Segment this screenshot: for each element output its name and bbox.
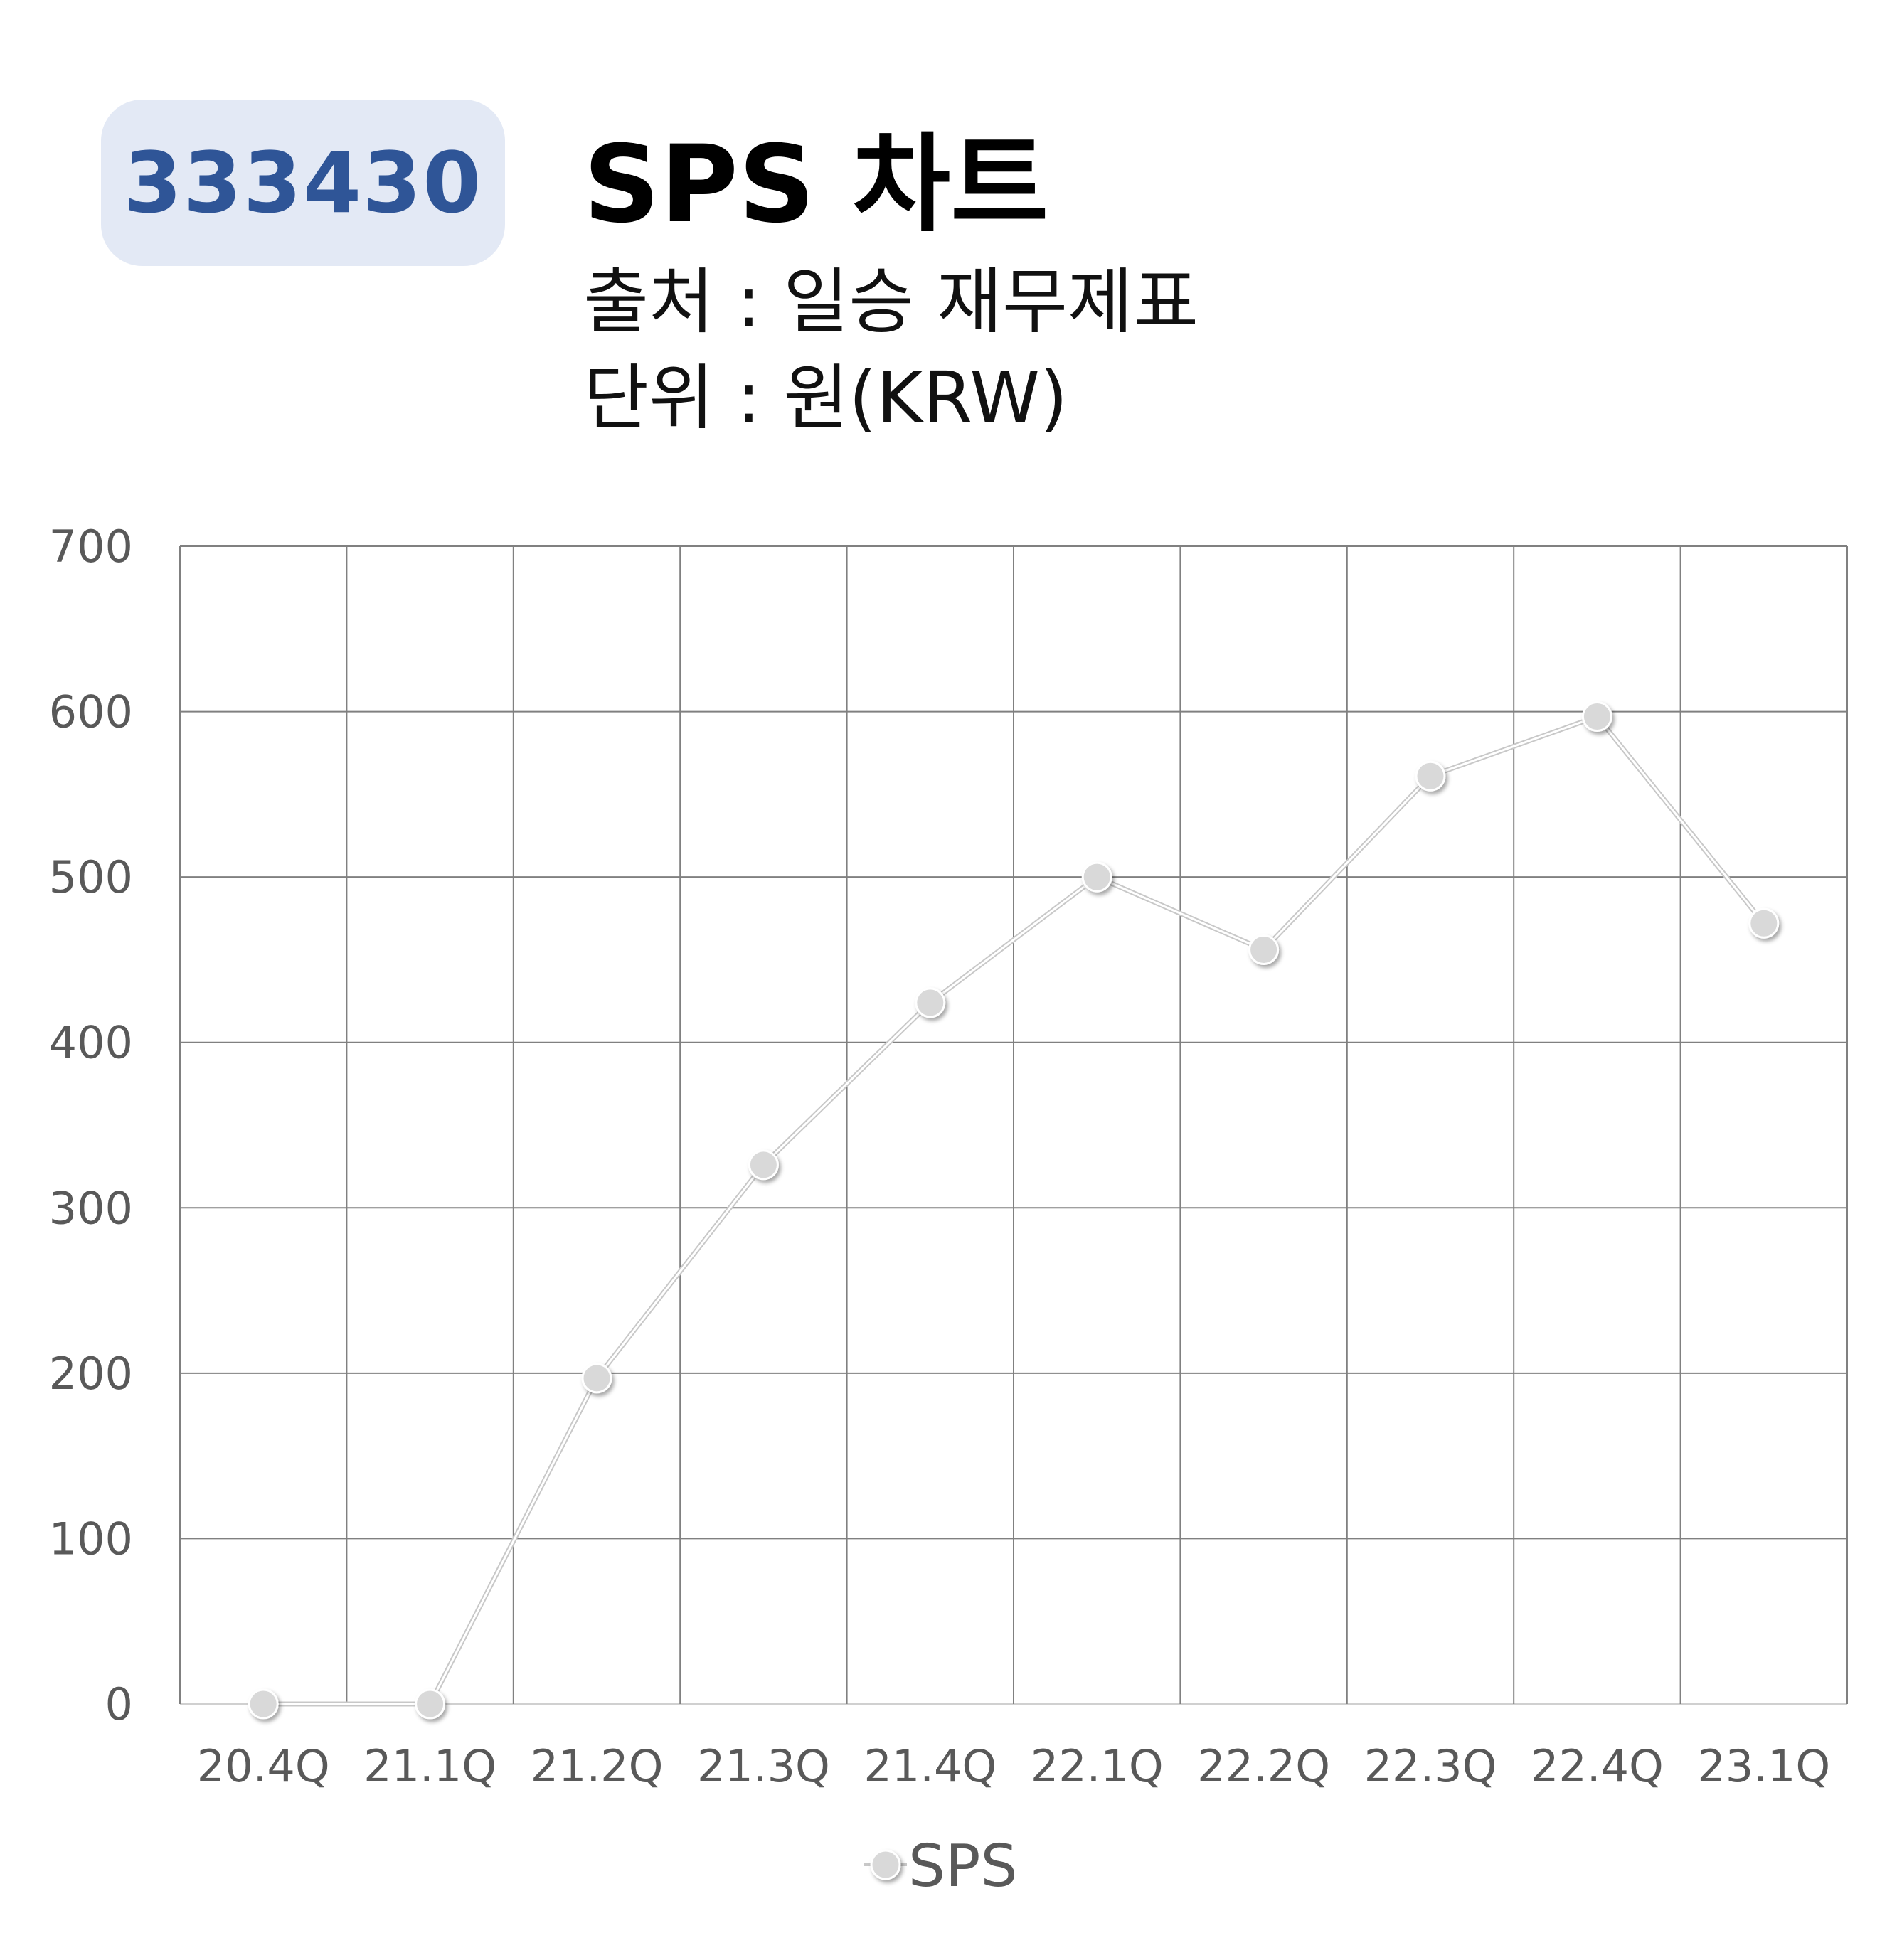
data-point (581, 1363, 612, 1394)
x-tick-label: 21.1Q (363, 1740, 496, 1792)
y-tick-label: 500 (49, 851, 133, 903)
x-tick-label: 21.3Q (697, 1740, 830, 1792)
data-point (1748, 907, 1780, 939)
y-tick-label: 200 (49, 1348, 133, 1400)
x-tick-label: 22.4Q (1531, 1740, 1664, 1792)
data-point (915, 987, 946, 1018)
x-tick-label: 21.4Q (864, 1740, 997, 1792)
data-point (415, 1688, 446, 1720)
y-tick-label: 300 (49, 1182, 133, 1234)
x-axis-tick-labels: 20.4Q 21.1Q 21.2Q 21.3Q 21.4Q 22.1Q 22.2Q 22.3Q… (197, 1740, 1830, 1792)
y-tick-label: 700 (49, 521, 133, 572)
stock-code-badge: 333430 (101, 100, 505, 266)
y-tick-label: 0 (105, 1678, 133, 1730)
data-point (748, 1149, 779, 1181)
legend-marker (870, 1849, 901, 1880)
data-point (1415, 760, 1446, 792)
series-line (263, 715, 1765, 1705)
chart-gridlines (179, 545, 1848, 1705)
legend-label: SPS (908, 1833, 1018, 1900)
data-point (1081, 861, 1112, 893)
x-tick-label: 21.2Q (531, 1740, 664, 1792)
y-tick-label: 100 (49, 1513, 133, 1565)
legend: SPS (864, 1833, 1018, 1900)
data-point (248, 1688, 279, 1720)
y-axis-tick-labels: 0 100 200 300 400 500 600 700 (49, 521, 133, 1730)
y-tick-label: 400 (49, 1017, 133, 1069)
y-tick-label: 600 (49, 686, 133, 738)
x-tick-label: 20.4Q (197, 1740, 330, 1792)
x-tick-label: 22.2Q (1197, 1740, 1330, 1792)
x-tick-label: 22.3Q (1364, 1740, 1497, 1792)
data-point (1581, 701, 1612, 733)
data-point (1248, 934, 1280, 965)
unit-label: 단위 : 원(KRW) (583, 356, 1068, 440)
series-sps (248, 701, 1780, 1720)
x-tick-label: 22.1Q (1031, 1740, 1164, 1792)
x-tick-label: 23.1Q (1697, 1740, 1830, 1792)
source-label: 출처 : 일승 재무제표 (583, 260, 1199, 343)
chart-title: SPS 차트 (583, 123, 1049, 247)
